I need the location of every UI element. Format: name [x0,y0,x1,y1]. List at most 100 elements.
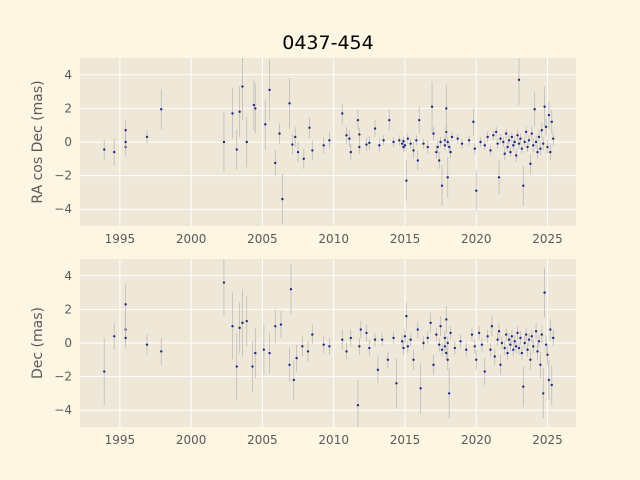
data-point [437,159,441,162]
data-point [398,139,401,142]
data-point [549,328,552,331]
data-point [252,103,256,107]
data-point [514,345,518,348]
data-point [527,338,531,341]
data-point [532,144,535,147]
data-point [550,383,553,387]
data-point [222,140,226,144]
data-point [539,363,542,367]
y-tick-label: 4 [64,269,72,283]
data-point [519,137,522,140]
data-point [445,318,448,321]
data-point [145,343,149,346]
data-point [302,157,305,160]
data-point [475,189,478,192]
data-point [113,150,116,154]
x-tick-label: 2025 [532,433,563,447]
data-point [542,392,545,395]
data-point [517,78,521,82]
data-point [295,356,298,360]
data-point [264,123,267,126]
data-point [358,345,361,348]
data-point [443,336,447,340]
data-point [447,392,451,395]
data-point [429,321,432,325]
data-point [301,345,304,348]
data-point [539,147,542,150]
data-point [439,140,442,144]
data-point [516,331,519,335]
data-point [530,132,534,135]
data-point [432,363,435,367]
data-point [402,145,405,149]
x-tick-label: 2005 [247,232,278,246]
data-point [547,113,551,117]
data-point [418,118,421,122]
data-point [494,130,498,134]
data-point [311,149,314,152]
data-point [473,147,477,150]
data-point [392,336,395,340]
data-point [412,149,415,152]
data-point [496,142,499,145]
data-point [328,139,331,142]
data-point [460,142,464,145]
data-point [306,350,310,353]
data-point [467,139,471,142]
data-point [400,340,404,343]
data-point [426,145,429,149]
data-point [392,140,395,144]
data-point [409,338,412,341]
data-point [415,139,418,142]
data-point [509,150,512,154]
y-tick-label: 0 [64,336,72,350]
data-point [368,346,371,350]
data-point [422,142,425,145]
data-point [475,358,478,361]
data-point [402,346,405,350]
data-point [368,141,371,145]
data-point [537,340,541,343]
data-point [245,140,248,144]
x-tick-label: 2015 [390,433,421,447]
data-point [288,102,291,105]
data-point [378,144,381,147]
data-point [291,143,294,146]
data-point [500,341,504,345]
data-point [145,135,149,139]
data-point [446,176,449,179]
data-point [529,358,532,361]
data-point [534,140,538,144]
data-point [380,338,384,341]
data-point [472,120,475,124]
data-point [506,145,509,149]
data-point [402,139,405,143]
data-point [412,358,415,361]
data-point [296,150,300,154]
data-point [382,139,385,142]
data-point [519,336,522,340]
data-point [437,343,441,346]
data-point [532,345,535,348]
data-point [440,348,444,351]
data-point [507,338,511,341]
data-point [517,142,521,145]
x-tick-label: 2000 [176,433,207,447]
data-point [245,319,248,323]
data-point [405,179,408,182]
x-tick-label: 1995 [105,433,136,447]
data-point [459,340,462,343]
y-tick-label: 0 [64,135,72,149]
x-tick-label: 2010 [318,232,349,246]
data-point [513,340,516,343]
data-point [489,149,492,152]
data-point [540,129,543,132]
y-tick-label: −4 [54,202,72,216]
data-point [235,365,238,368]
data-point [279,323,283,326]
data-point [524,333,528,336]
data-point [544,343,548,346]
data-point [103,148,106,151]
data-point [251,365,254,368]
data-point [492,134,495,137]
